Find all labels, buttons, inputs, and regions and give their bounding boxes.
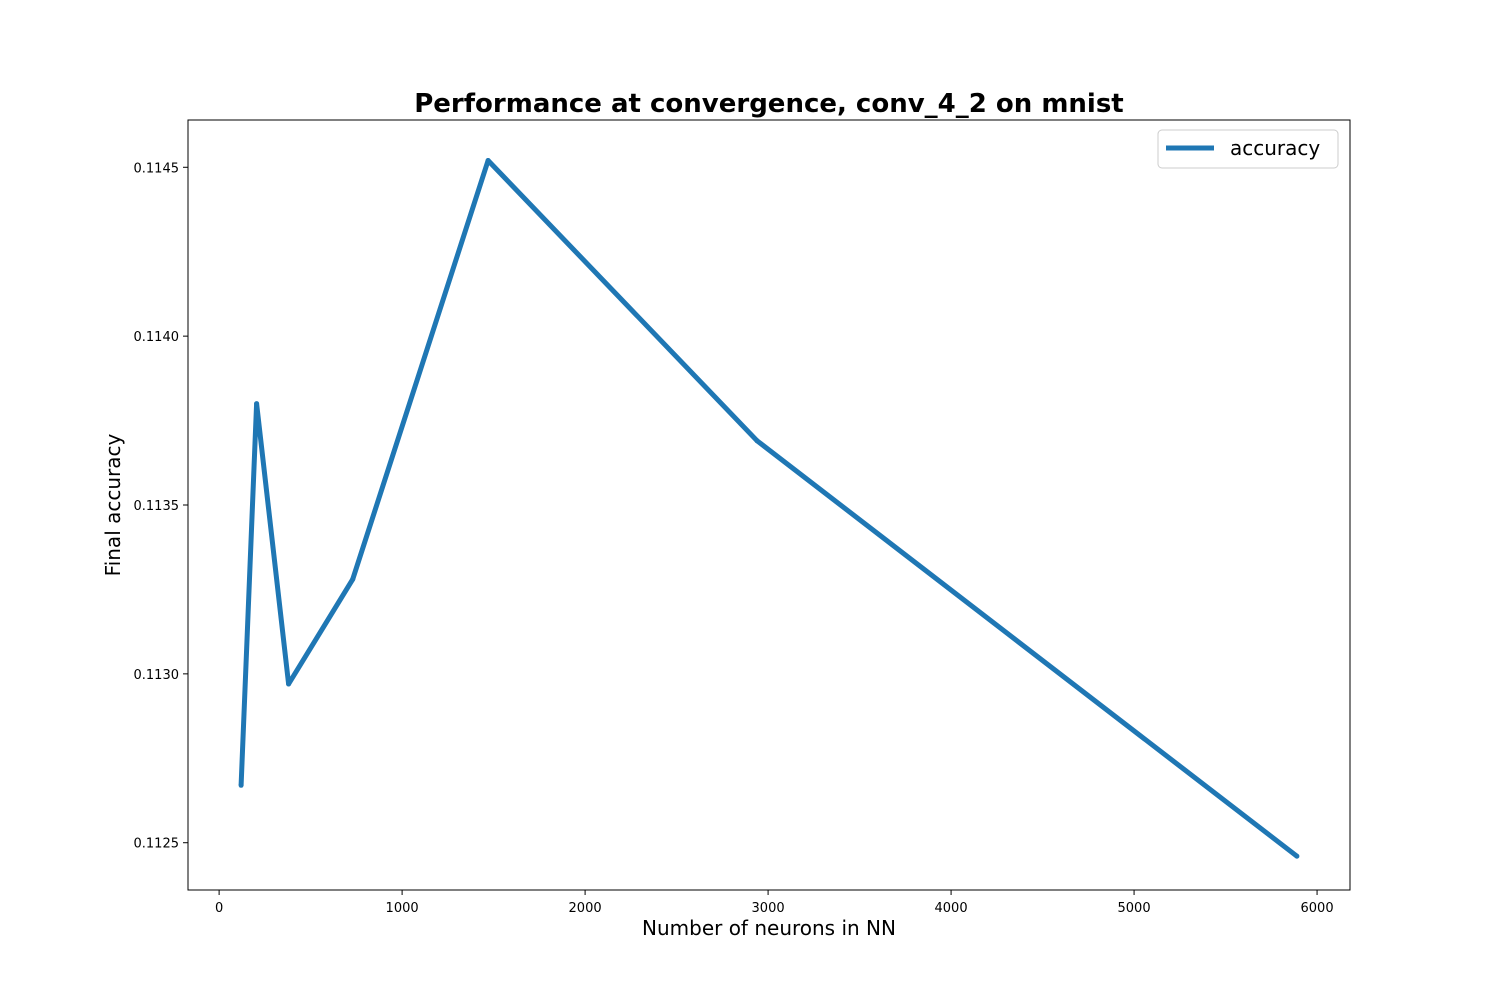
y-tick-label: 0.1145: [134, 161, 180, 176]
legend-label-accuracy: accuracy: [1230, 136, 1320, 160]
x-axis: 0 1000 2000 3000 4000 5000 6000: [215, 890, 1334, 916]
x-tick-label: 1000: [386, 901, 419, 916]
data-point: [238, 782, 244, 788]
y-tick-label: 0.1130: [134, 668, 180, 683]
x-tick-label: 6000: [1301, 901, 1334, 916]
data-point: [1294, 853, 1300, 859]
x-axis-label: Number of neurons in NN: [642, 916, 896, 940]
x-tick-label: 3000: [752, 901, 785, 916]
data-point: [254, 401, 260, 407]
chart-title: Performance at convergence, conv_4_2 on …: [414, 89, 1124, 119]
x-tick-label: 2000: [569, 901, 602, 916]
data-point: [286, 681, 292, 687]
x-tick-label: 0: [215, 901, 223, 916]
legend: accuracy: [1157, 129, 1339, 169]
data-point: [754, 438, 760, 444]
y-axis: 0.1125 0.1130 0.1135 0.1140 0.1145: [134, 161, 188, 852]
y-tick-label: 0.1125: [134, 837, 180, 852]
legend-box: [1157, 129, 1339, 169]
x-tick-label: 5000: [1118, 901, 1151, 916]
y-axis-label: Final accuracy: [101, 433, 125, 576]
data-point: [350, 576, 356, 582]
data-point: [485, 158, 491, 163]
y-tick-label: 0.1140: [134, 330, 180, 345]
plot-area: [238, 158, 1300, 859]
x-tick-label: 4000: [935, 901, 968, 916]
y-tick-label: 0.1135: [134, 499, 180, 514]
